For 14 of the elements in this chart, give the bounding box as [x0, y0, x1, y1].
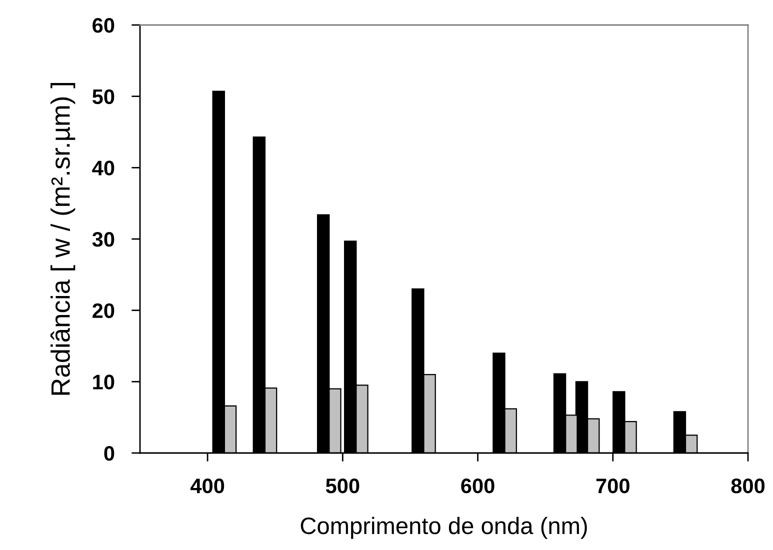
y-tick-label: 30 — [92, 232, 114, 247]
x-tick-label: 600 — [461, 478, 494, 494]
y-tick-label: 60 — [92, 18, 114, 33]
x-tick-label: 700 — [596, 478, 630, 494]
y-tick-label: 0 — [104, 446, 114, 461]
y-tick-label: 40 — [92, 160, 114, 176]
y-axis-title: Radiância [ w / (m².sr.µm) ] — [50, 82, 76, 395]
y-tick-label: 10 — [93, 374, 114, 390]
x-tick-label: 800 — [731, 478, 765, 494]
y-tick-label: 50 — [92, 89, 114, 104]
x-tick-label: 400 — [190, 478, 224, 494]
x-axis-title: Comprimento de onda (nm) — [300, 516, 587, 539]
y-tick-label: 20 — [92, 303, 114, 318]
x-tick-label: 500 — [326, 478, 360, 494]
